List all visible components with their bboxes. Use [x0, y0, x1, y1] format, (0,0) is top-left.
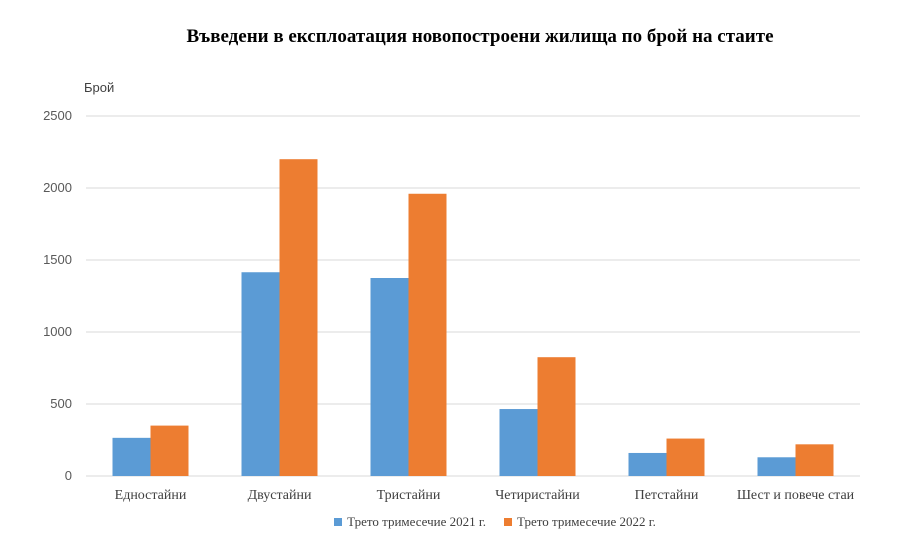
bar-series-1-5	[628, 452, 667, 476]
bar-series-1-1	[112, 437, 151, 476]
bar-series-1-6	[757, 457, 796, 476]
x-category-label: Едностайни	[115, 488, 187, 503]
x-category-label: Тристайни	[377, 488, 441, 503]
bar-series-1-3	[370, 278, 409, 476]
bar-series-1-4	[499, 409, 538, 476]
x-category-label: Петстайни	[635, 488, 699, 503]
x-category-label: Двустайни	[248, 488, 312, 503]
legend-item-series-2: Трето тримесечие 2022 г.	[504, 514, 656, 530]
y-tick-label: 500	[50, 396, 72, 411]
y-axis-label: Брой	[84, 80, 114, 95]
bar-series-1-2	[241, 272, 280, 476]
legend-label-series-1: Трето тримесечие 2021 г.	[347, 514, 486, 529]
legend-item-series-1: Трето тримесечие 2021 г.	[334, 514, 486, 530]
x-category-label: Четиристайни	[495, 488, 580, 503]
bar-series-2-2	[279, 159, 318, 476]
x-category-label: Шест и повече стаи	[737, 488, 855, 503]
y-tick-label: 2500	[43, 108, 72, 123]
y-tick-label: 0	[65, 468, 72, 483]
bar-series-2-1	[150, 425, 189, 476]
bar-series-2-6	[795, 444, 834, 476]
chart-title: Въведени в експлоатация новопостроени жи…	[186, 26, 774, 47]
y-tick-label: 1500	[43, 252, 72, 267]
legend-label-series-2: Трето тримесечие 2022 г.	[517, 514, 656, 529]
bar-series-2-4	[537, 357, 576, 476]
y-tick-label: 2000	[43, 180, 72, 195]
bar-series-2-3	[408, 193, 447, 476]
legend: Трето тримесечие 2021 г. Трето тримесечи…	[0, 514, 900, 530]
bar-series-2-5	[666, 438, 705, 476]
legend-swatch-series-1	[334, 518, 343, 526]
y-tick-label: 1000	[43, 324, 72, 339]
legend-swatch-series-2	[504, 518, 512, 526]
